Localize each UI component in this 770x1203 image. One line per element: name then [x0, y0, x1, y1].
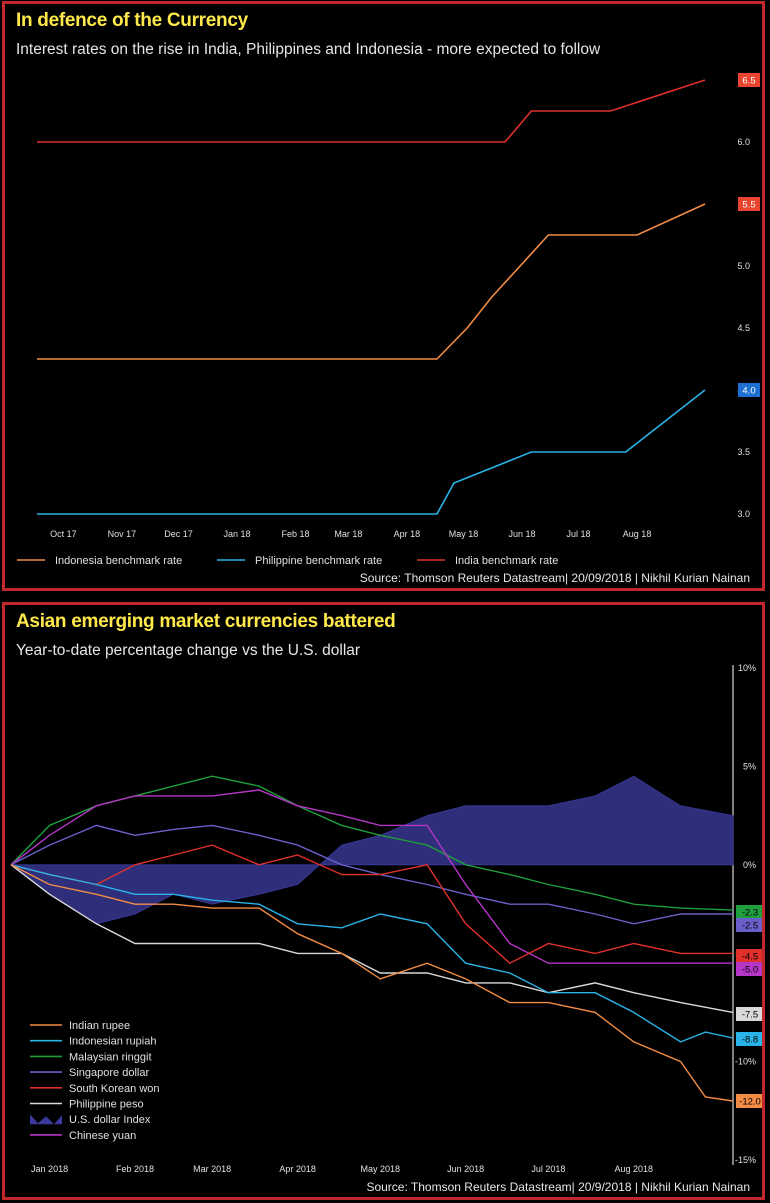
legend-label: Indonesia benchmark rate: [55, 555, 182, 567]
x-tick-label: Aug 18: [623, 529, 652, 539]
series-line: [37, 79, 706, 143]
end-value-badge: [736, 905, 762, 919]
chart-subtitle: Interest rates on the rise in India, Phi…: [16, 41, 601, 58]
legend-label: Indian rupee: [69, 1020, 130, 1032]
chart-source: Source: Thomson Reuters Datastream| 20/0…: [359, 571, 750, 585]
end-value-label: -5.0: [742, 965, 758, 976]
series-line: [10, 864, 734, 1043]
end-value-badge: [738, 73, 760, 87]
end-value-badge: [736, 918, 762, 932]
chart-title: In defence of the Currency: [16, 10, 248, 31]
y-tick-label: 3.5: [737, 447, 750, 457]
y-tick-label: 0%: [743, 860, 756, 870]
x-tick-label: Jul 2018: [531, 1164, 565, 1174]
end-value-badge: [736, 949, 762, 963]
series-line: [10, 789, 733, 964]
x-tick-label: Mar 2018: [193, 1164, 231, 1174]
x-tick-label: Jun 18: [508, 529, 535, 539]
series-line: [37, 203, 706, 360]
legend-swatch: [30, 1114, 62, 1125]
y-tick-label: -10%: [735, 1057, 756, 1067]
end-value-label: -7.5: [742, 1010, 758, 1021]
x-tick-label: Feb 18: [282, 529, 310, 539]
legend-label: Philippine peso: [69, 1099, 144, 1111]
x-tick-label: Mar 18: [334, 529, 362, 539]
end-value-label: 6.5: [742, 76, 755, 87]
interest-rate-panel: In defence of the Currency Interest rate…: [2, 1, 765, 591]
series-line: [10, 864, 734, 1014]
y-tick-label: 4.5: [737, 323, 750, 333]
end-value-label: -12.0: [739, 1097, 761, 1108]
end-value-label: -2.5: [742, 921, 758, 932]
y-tick-label: -15%: [735, 1155, 756, 1165]
legend-label: Singapore dollar: [69, 1067, 149, 1079]
currency-panel: Asian emerging market currencies battere…: [2, 602, 765, 1200]
series-line: [10, 864, 734, 1102]
legend-label: Malaysian ringgit: [69, 1051, 152, 1063]
y-tick-label: 10%: [738, 663, 756, 673]
x-tick-label: Jun 2018: [447, 1164, 484, 1174]
x-tick-label: Apr 18: [394, 529, 421, 539]
x-tick-label: May 2018: [361, 1164, 401, 1174]
x-tick-label: Dec 17: [164, 529, 193, 539]
y-tick-label: 5.0: [737, 261, 750, 271]
end-value-badge: [738, 383, 760, 397]
interest-rate-chart: Oct 17 Nov 17 Dec 17 Jan 18 Feb 18 Mar 18 Apr …: [17, 73, 760, 567]
end-value-badge: [736, 1032, 762, 1046]
x-tick-label: Jan 2018: [31, 1164, 68, 1174]
end-value-label: -4.5: [742, 952, 758, 963]
x-tick-label: May 18: [449, 529, 479, 539]
series-line: [10, 824, 733, 925]
legend-label: Philippine benchmark rate: [255, 555, 382, 567]
legend-label: U.S. dollar Index: [69, 1114, 151, 1126]
x-tick-label: Jul 18: [567, 529, 591, 539]
legend-label: India benchmark rate: [455, 555, 558, 567]
legend-label: Indonesian rupiah: [69, 1036, 156, 1048]
end-value-badge: [736, 962, 762, 976]
series-line: [37, 389, 706, 515]
chart-source: Source: Thomson Reuters Datastream| 20/9…: [366, 1180, 750, 1194]
end-value-badge: [738, 197, 760, 211]
y-tick-label: 3.0: [737, 509, 750, 519]
x-tick-label: Oct 17: [50, 529, 77, 539]
chart-subtitle: Year-to-date percentage change vs the U.…: [16, 642, 361, 659]
x-tick-label: Nov 17: [108, 529, 137, 539]
currency-chart: Jan 2018 Feb 2018 Mar 2018 Apr 2018 May 2018…: [9, 663, 762, 1174]
x-tick-label: Jan 18: [224, 529, 251, 539]
chart-title: Asian emerging market currencies battere…: [16, 611, 396, 632]
end-value-label: 5.5: [742, 200, 755, 211]
x-tick-label: Aug 2018: [615, 1164, 654, 1174]
legend-label: South Korean won: [69, 1083, 160, 1095]
end-value-label: -8.8: [742, 1035, 758, 1046]
y-tick-label: 5%: [743, 761, 756, 771]
end-value-label: 4.0: [742, 386, 755, 397]
x-tick-label: Apr 2018: [279, 1164, 316, 1174]
y-tick-label: 6.0: [737, 137, 750, 147]
legend-label: Chinese yuan: [69, 1130, 136, 1142]
x-tick-label: Feb 2018: [116, 1164, 154, 1174]
end-value-badge: [736, 1094, 762, 1108]
end-value-label: -2.3: [742, 908, 758, 919]
series-line: [10, 844, 733, 965]
end-value-badge: [736, 1007, 762, 1021]
